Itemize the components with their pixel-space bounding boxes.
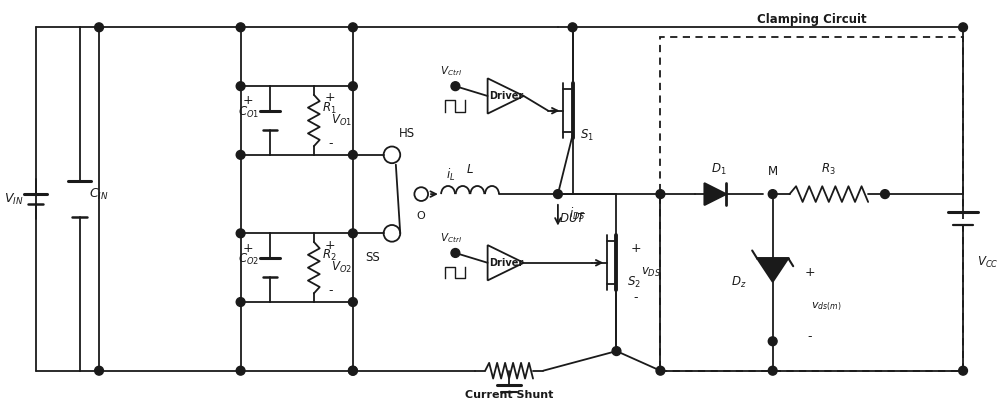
Text: $R_1$: $R_1$ xyxy=(322,101,337,116)
Text: +: + xyxy=(325,91,336,104)
Circle shape xyxy=(348,82,357,91)
Circle shape xyxy=(451,249,460,258)
Circle shape xyxy=(236,297,245,306)
Text: $D_z$: $D_z$ xyxy=(731,275,746,290)
Text: O: O xyxy=(417,211,426,221)
Text: +: + xyxy=(804,266,815,279)
Text: +: + xyxy=(243,241,254,255)
Text: $V_{CC}$: $V_{CC}$ xyxy=(977,255,998,270)
Text: Driver: Driver xyxy=(489,91,523,101)
Circle shape xyxy=(348,366,357,375)
Circle shape xyxy=(348,229,357,238)
Text: $C_{O1}$: $C_{O1}$ xyxy=(238,105,259,120)
Text: $V_{IN}$: $V_{IN}$ xyxy=(4,191,24,207)
Text: $v_{DS}$: $v_{DS}$ xyxy=(641,266,661,279)
Text: Clamping Circuit: Clamping Circuit xyxy=(757,13,867,26)
Text: $R_2$: $R_2$ xyxy=(322,248,337,264)
Text: $DUT$: $DUT$ xyxy=(559,212,586,225)
Circle shape xyxy=(348,23,357,32)
Circle shape xyxy=(348,297,357,306)
Polygon shape xyxy=(704,183,726,205)
Text: $V_{O1}$: $V_{O1}$ xyxy=(331,113,352,128)
Circle shape xyxy=(95,366,103,375)
Text: SS: SS xyxy=(365,251,380,264)
Text: -: - xyxy=(634,291,638,303)
Polygon shape xyxy=(757,258,788,282)
Circle shape xyxy=(959,366,967,375)
Text: -: - xyxy=(808,330,812,343)
Text: $L$: $L$ xyxy=(466,163,474,176)
Circle shape xyxy=(348,150,357,159)
Text: +: + xyxy=(325,239,336,251)
Circle shape xyxy=(768,337,777,346)
Circle shape xyxy=(95,23,103,32)
Text: $R_3$: $R_3$ xyxy=(821,162,836,177)
Circle shape xyxy=(236,82,245,91)
Text: $D_1$: $D_1$ xyxy=(711,162,727,177)
Circle shape xyxy=(348,366,357,375)
Circle shape xyxy=(768,190,777,199)
Text: $S_1$: $S_1$ xyxy=(580,128,594,143)
Text: $C_{O2}$: $C_{O2}$ xyxy=(238,252,259,267)
Circle shape xyxy=(881,190,889,199)
Text: $i_L$: $i_L$ xyxy=(446,166,455,183)
Circle shape xyxy=(236,366,245,375)
Circle shape xyxy=(236,229,245,238)
Text: $V_{Ctrl}$: $V_{Ctrl}$ xyxy=(440,64,462,78)
Circle shape xyxy=(236,150,245,159)
Text: +: + xyxy=(631,241,641,255)
Text: HS: HS xyxy=(399,127,415,140)
Circle shape xyxy=(768,366,777,375)
Text: $S_2$: $S_2$ xyxy=(627,275,641,290)
Circle shape xyxy=(568,23,577,32)
Circle shape xyxy=(959,23,967,32)
Text: M: M xyxy=(768,165,778,178)
Circle shape xyxy=(451,82,460,91)
Text: Current Shunt: Current Shunt xyxy=(465,390,553,400)
Text: $V_{Ctrl}$: $V_{Ctrl}$ xyxy=(440,231,462,245)
Text: $C_{IN}$: $C_{IN}$ xyxy=(89,187,109,202)
Text: -: - xyxy=(328,137,333,150)
Text: Driver: Driver xyxy=(489,258,523,268)
Text: +: + xyxy=(243,94,254,107)
Circle shape xyxy=(612,347,621,355)
Text: $V_{O2}$: $V_{O2}$ xyxy=(331,260,352,275)
Text: $v_{ds(m)}$: $v_{ds(m)}$ xyxy=(811,301,842,313)
Circle shape xyxy=(554,190,562,199)
Circle shape xyxy=(236,23,245,32)
Text: -: - xyxy=(328,284,333,297)
Circle shape xyxy=(656,366,665,375)
Circle shape xyxy=(656,190,665,199)
Text: $i_{DS}$: $i_{DS}$ xyxy=(569,206,586,222)
